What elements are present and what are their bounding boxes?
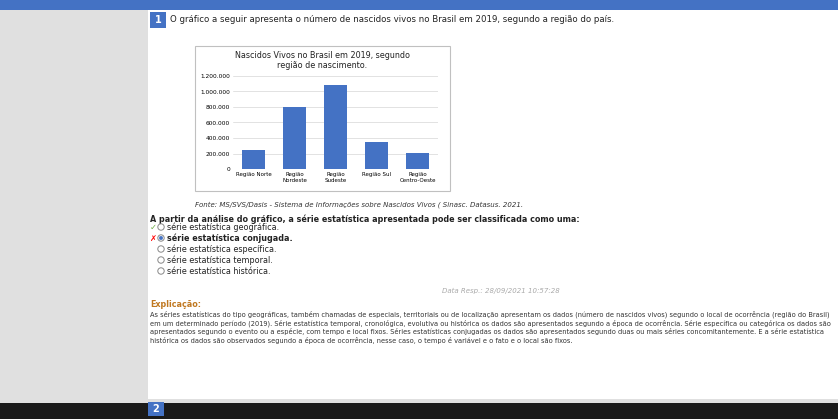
FancyBboxPatch shape	[0, 403, 838, 419]
Text: Explicação:: Explicação:	[150, 300, 201, 309]
Bar	[283, 107, 306, 169]
Text: Data Resp.: 28/09/2021 10:57:28: Data Resp.: 28/09/2021 10:57:28	[442, 288, 560, 294]
Text: As séries estatísticas do tipo geográficas, também chamadas de especiais, territ: As séries estatísticas do tipo geográfic…	[150, 311, 830, 344]
Text: A partir da análise do gráfico, a série estatística apresentada pode ser classif: A partir da análise do gráfico, a série …	[150, 214, 580, 223]
Text: série estatística temporal.: série estatística temporal.	[167, 255, 272, 265]
FancyBboxPatch shape	[148, 0, 838, 419]
Text: 2: 2	[153, 404, 159, 414]
Bar	[324, 85, 347, 169]
Text: O gráfico a seguir apresenta o número de nascidos vivos no Brasil em 2019, segun: O gráfico a seguir apresenta o número de…	[170, 16, 614, 24]
FancyBboxPatch shape	[195, 46, 450, 191]
Text: série estatística conjugada.: série estatística conjugada.	[167, 233, 292, 243]
Bar	[406, 153, 429, 169]
Bar	[365, 142, 388, 169]
FancyBboxPatch shape	[150, 12, 166, 28]
Text: Fonte: MS/SVS/Dasis - Sistema de Informações sobre Nascidos Vivos ( Sinasc. Data: Fonte: MS/SVS/Dasis - Sistema de Informa…	[195, 201, 523, 207]
Text: série estatística geográfica.: série estatística geográfica.	[167, 222, 279, 232]
Text: série estatística específica.: série estatística específica.	[167, 244, 277, 254]
Bar	[242, 150, 265, 169]
Text: ✗: ✗	[149, 233, 157, 243]
Circle shape	[159, 236, 163, 240]
Text: Nascidos Vivos no Brasil em 2019, segundo
região de nascimento.: Nascidos Vivos no Brasil em 2019, segund…	[235, 51, 410, 70]
FancyBboxPatch shape	[0, 0, 148, 419]
FancyBboxPatch shape	[148, 402, 164, 416]
FancyBboxPatch shape	[0, 0, 838, 10]
Text: ✓: ✓	[149, 222, 157, 232]
Text: série estatística histórica.: série estatística histórica.	[167, 266, 271, 276]
FancyBboxPatch shape	[0, 399, 838, 419]
Text: 1: 1	[155, 15, 162, 25]
